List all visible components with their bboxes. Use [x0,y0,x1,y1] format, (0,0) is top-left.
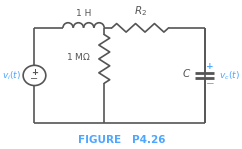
Text: 1 M$\Omega$: 1 M$\Omega$ [66,51,91,62]
Text: −: − [30,74,38,84]
Text: $R_2$: $R_2$ [134,4,147,18]
Text: 1 H: 1 H [76,9,91,18]
Text: $v_i(t)$: $v_i(t)$ [2,69,21,82]
Text: −: − [206,79,214,89]
Text: $C$: $C$ [182,67,191,79]
Text: +: + [206,62,214,71]
Text: $v_c(t)$: $v_c(t)$ [219,69,240,82]
Text: +: + [31,68,38,77]
Text: FIGURE   P4.26: FIGURE P4.26 [78,135,166,145]
